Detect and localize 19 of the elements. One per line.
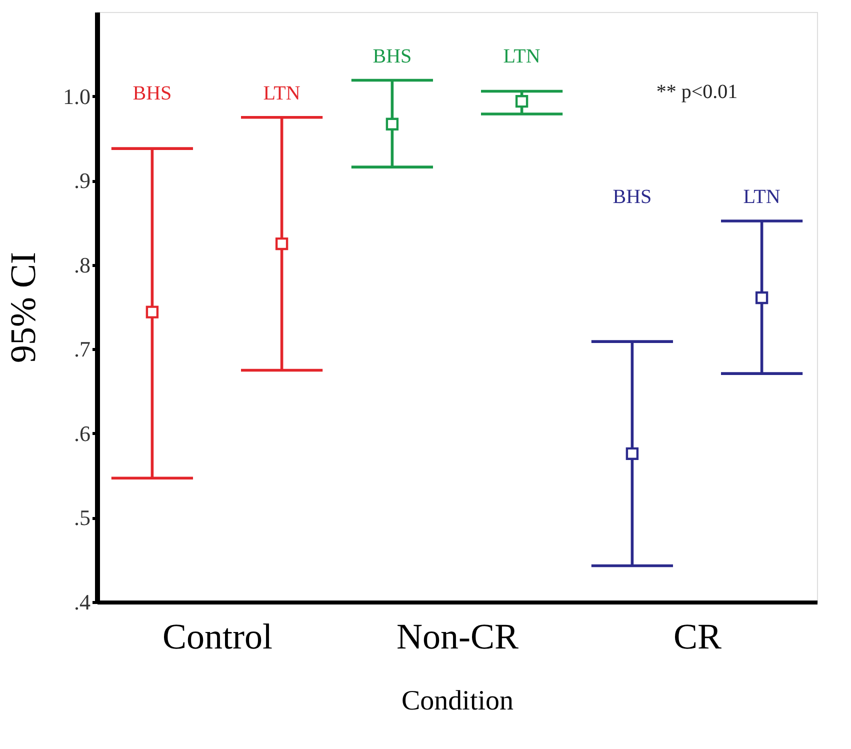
text: BHS	[372, 45, 412, 68]
y-axis-title: 95% CI	[3, 252, 43, 363]
y-tick-label: .7	[74, 336, 90, 362]
x-tick-label: Control	[162, 616, 273, 656]
x-tick-label: Non-CR	[396, 616, 519, 656]
text: LTN	[743, 186, 780, 208]
y-tick-label: .6	[74, 420, 90, 446]
x-axis-title: Condition	[401, 686, 514, 716]
text: LTN	[263, 82, 300, 104]
text: BHS	[612, 186, 652, 208]
x-tick-label: CR	[673, 616, 722, 656]
text: BHS	[132, 82, 172, 104]
y-tick-label: .4	[74, 590, 90, 614]
series-label: LTN	[503, 45, 540, 68]
y-tick-label: .5	[74, 505, 90, 530]
y-tick-label: 1.0	[63, 84, 90, 109]
y-tick-label: .8	[74, 252, 90, 278]
y-tick-label: .9	[74, 168, 90, 194]
annotation: ** p<0.01	[656, 81, 738, 103]
